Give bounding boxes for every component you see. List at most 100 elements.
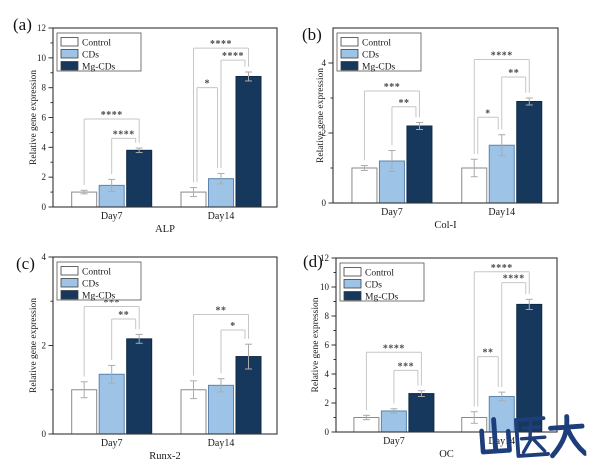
x-axis-title: Col-I <box>434 220 457 231</box>
chart-panel-b: 0 2 4 Day7 Day14 **** ** *** ** * Relative gene ex… <box>300 0 600 237</box>
sig-label: **** <box>113 129 135 140</box>
sig-label: * <box>485 108 491 119</box>
sig-label: * <box>205 79 211 90</box>
x-category-label: Day14 <box>488 436 515 447</box>
sig-label: ** <box>508 68 519 79</box>
plot-border <box>332 27 559 204</box>
legend-swatch-cds <box>340 49 359 59</box>
y-tick-label: 4 <box>322 58 327 68</box>
bar-mg-cds-day14 <box>516 101 543 204</box>
x-category-label: Day7 <box>381 207 403 218</box>
panel-label-b: (b) <box>302 25 322 44</box>
legend-label-cds: CDs <box>82 51 99 61</box>
y-tick-label: 10 <box>320 282 330 292</box>
watermark-shanyida <box>479 414 587 459</box>
sig-label: ** <box>398 98 409 109</box>
sig-label: ** <box>118 310 129 321</box>
y-tick-label: 10 <box>37 53 47 63</box>
y-tick-label: 0 <box>322 198 327 208</box>
y-tick-label: 12 <box>320 253 329 263</box>
y-tick-label: 0 <box>325 427 330 437</box>
sig-label: *** <box>103 298 120 309</box>
x-category-label: Day14 <box>208 211 235 222</box>
legend-swatch-mg-cds <box>60 61 79 71</box>
legend-swatch-mg-cds <box>60 290 79 300</box>
plot-border <box>52 27 278 208</box>
y-tick-label: 0 <box>42 429 47 439</box>
bar-cds-day14 <box>208 384 234 435</box>
bar-mg-cds-day14 <box>235 356 262 435</box>
plot-border <box>335 257 558 433</box>
y-axis-title: Relative gene expression <box>29 298 39 393</box>
x-axis-title: Runx-2 <box>149 451 181 462</box>
sig-label: *** <box>398 361 415 372</box>
sig-label: *** <box>384 82 401 93</box>
plot-border <box>52 256 278 435</box>
legend-label-control: Control <box>82 39 111 49</box>
y-tick-label: 4 <box>325 369 330 379</box>
legend-swatch-cds <box>60 49 79 59</box>
y-tick-label: 2 <box>42 172 47 182</box>
y-tick-label: 2 <box>322 128 327 138</box>
legend-label-mg-cds: Mg-CDs <box>82 63 116 73</box>
chart-panel-a: 0 2 4 6 8 10 12 Day7 Day14 **** **** * **** **** Relat… <box>0 0 300 237</box>
legend-label-cds: CDs <box>362 51 379 61</box>
bar-mg-cds-day14 <box>235 75 262 208</box>
legend-swatch-control <box>343 267 362 277</box>
y-axis-title: Relative gene expression <box>316 68 326 163</box>
y-tick-label: 0 <box>42 202 47 212</box>
x-category-label: Day14 <box>208 438 235 449</box>
x-axis-title: OC <box>439 449 454 460</box>
x-category-label: Day14 <box>488 207 515 218</box>
sig-label: **** <box>101 110 123 121</box>
legend-swatch-control <box>60 266 79 276</box>
sig-label: **** <box>210 39 232 50</box>
bar-mg-cds-day7 <box>126 338 153 435</box>
panel-label-c: (c) <box>16 254 35 273</box>
legend-label-control: Control <box>82 268 111 278</box>
panel-label-d: (d) <box>303 252 323 271</box>
legend-label-control: Control <box>362 39 391 49</box>
sig-label: ** <box>483 348 494 359</box>
legend-swatch-mg-cds <box>340 61 359 71</box>
legend-swatch-cds <box>60 278 79 288</box>
bar-control-day7 <box>351 167 378 204</box>
legend-swatch-mg-cds <box>343 291 362 301</box>
sig-label: **** <box>222 51 244 62</box>
y-tick-label: 2 <box>325 398 330 408</box>
legend-label-control: Control <box>365 269 394 279</box>
y-tick-label: 8 <box>42 83 47 93</box>
y-tick-label: 4 <box>42 142 47 152</box>
legend-label-mg-cds: Mg-CDs <box>362 63 396 73</box>
y-tick-label: 2 <box>42 341 47 351</box>
chart-panel-c: 0 2 4 Day7 Day14 *** ** ** * Relative gene expres… <box>0 237 300 474</box>
legend-label-mg-cds: Mg-CDs <box>82 292 116 302</box>
x-axis-title: ALP <box>155 224 175 235</box>
sig-label: **** <box>383 343 405 354</box>
panel-label-a: (a) <box>13 15 32 34</box>
sig-label: **** <box>503 274 525 285</box>
sig-label: **** <box>491 51 513 62</box>
bar-mg-cds-day7 <box>406 125 433 204</box>
legend-label-cds: CDs <box>365 281 382 291</box>
bar-mg-cds-day7 <box>126 149 153 208</box>
legend-label-mg-cds: Mg-CDs <box>365 293 399 303</box>
sig-label: ** <box>216 306 227 317</box>
bar-cds-day7 <box>380 410 407 433</box>
chart-panel-d: 0 2 4 6 8 10 12 Day7 Day14 **** **** **** ** *** Relat… <box>300 237 600 474</box>
y-tick-label: 6 <box>42 113 47 123</box>
y-tick-label: 4 <box>42 252 47 262</box>
sig-label: * <box>230 321 236 332</box>
legend-swatch-cds <box>343 279 362 289</box>
watermark-strokes <box>479 414 587 459</box>
y-tick-label: 12 <box>37 23 46 33</box>
x-category-label: Day7 <box>383 436 405 447</box>
y-axis-title: Relative gene expression <box>311 297 321 392</box>
legend-label-cds: CDs <box>82 280 99 290</box>
y-tick-label: 8 <box>325 311 330 321</box>
sig-label: **** <box>491 263 513 274</box>
